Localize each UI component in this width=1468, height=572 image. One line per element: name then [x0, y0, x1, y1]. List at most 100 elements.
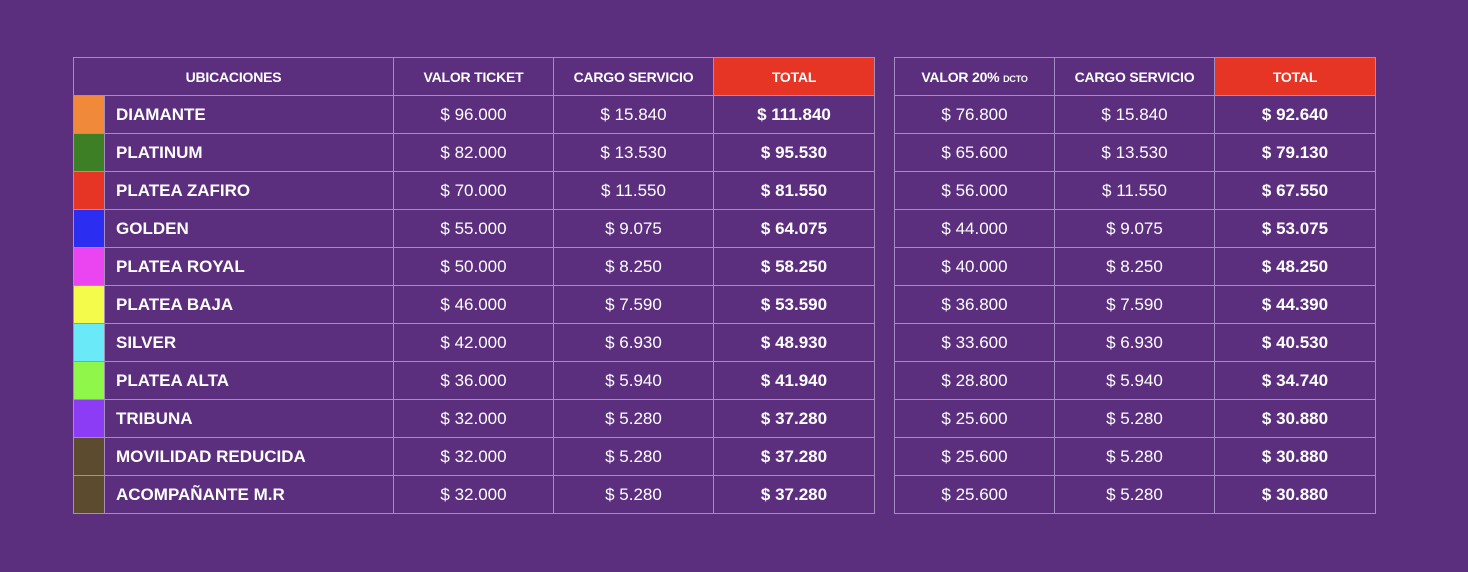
table-row: PLATEA ROYAL $ 50.000 $ 8.250 $ 58.250	[73, 247, 875, 286]
cargo-servicio-cell: $ 13.530	[553, 133, 714, 172]
header-row: UBICACIONES VALOR TICKET CARGO SERVICIO …	[73, 57, 875, 96]
total-cell: $ 111.840	[713, 95, 875, 134]
cargo-servicio-cell: $ 7.590	[553, 285, 714, 324]
cargo-servicio-dcto-cell: $ 15.840	[1054, 95, 1215, 134]
valor-ticket-cell: $ 55.000	[393, 209, 554, 248]
cargo-servicio-cell: $ 5.940	[553, 361, 714, 400]
header-valor-ticket: VALOR TICKET	[393, 57, 554, 96]
cargo-servicio-dcto-cell: $ 5.280	[1054, 437, 1215, 476]
color-swatch	[73, 437, 105, 476]
location-name: GOLDEN	[104, 209, 394, 248]
table-row: $ 44.000 $ 9.075 $ 53.075	[894, 209, 1376, 248]
table-row: $ 36.800 $ 7.590 $ 44.390	[894, 285, 1376, 324]
price-table: UBICACIONES VALOR TICKET CARGO SERVICIO …	[73, 57, 875, 514]
table-row: $ 28.800 $ 5.940 $ 34.740	[894, 361, 1376, 400]
valor-ticket-cell: $ 42.000	[393, 323, 554, 362]
valor-ticket-cell: $ 36.000	[393, 361, 554, 400]
color-swatch	[73, 209, 105, 248]
total-dcto-cell: $ 30.880	[1214, 475, 1376, 514]
valor-ticket-cell: $ 32.000	[393, 399, 554, 438]
cargo-servicio-cell: $ 8.250	[553, 247, 714, 286]
valor-dcto-cell: $ 25.600	[894, 437, 1055, 476]
cargo-servicio-dcto-cell: $ 9.075	[1054, 209, 1215, 248]
total-cell: $ 48.930	[713, 323, 875, 362]
location-name: DIAMANTE	[104, 95, 394, 134]
total-dcto-cell: $ 30.880	[1214, 437, 1376, 476]
total-dcto-cell: $ 30.880	[1214, 399, 1376, 438]
cargo-servicio-dcto-cell: $ 5.280	[1054, 475, 1215, 514]
table-row: PLATEA ALTA $ 36.000 $ 5.940 $ 41.940	[73, 361, 875, 400]
table-row: MOVILIDAD REDUCIDA $ 32.000 $ 5.280 $ 37.28…	[73, 437, 875, 476]
total-cell: $ 81.550	[713, 171, 875, 210]
header-cargo-servicio: CARGO SERVICIO	[553, 57, 714, 96]
total-dcto-cell: $ 34.740	[1214, 361, 1376, 400]
location-name: PLATINUM	[104, 133, 394, 172]
valor-dcto-cell: $ 36.800	[894, 285, 1055, 324]
cargo-servicio-dcto-cell: $ 11.550	[1054, 171, 1215, 210]
header-ubicaciones: UBICACIONES	[73, 57, 394, 96]
location-name: SILVER	[104, 323, 394, 362]
cargo-servicio-cell: $ 5.280	[553, 437, 714, 476]
total-dcto-cell: $ 92.640	[1214, 95, 1376, 134]
valor-dcto-cell: $ 65.600	[894, 133, 1055, 172]
valor-ticket-cell: $ 32.000	[393, 475, 554, 514]
table-row: PLATEA ZAFIRO $ 70.000 $ 11.550 $ 81.550	[73, 171, 875, 210]
header-valor-descuento-label: VALOR 20%	[921, 68, 1000, 85]
table-row: $ 25.600 $ 5.280 $ 30.880	[894, 475, 1376, 514]
valor-ticket-cell: $ 50.000	[393, 247, 554, 286]
location-name: PLATEA ALTA	[104, 361, 394, 400]
cargo-servicio-dcto-cell: $ 13.530	[1054, 133, 1215, 172]
total-cell: $ 53.590	[713, 285, 875, 324]
location-name: MOVILIDAD REDUCIDA	[104, 437, 394, 476]
header-dcto-suffix: DCTO	[1003, 73, 1028, 84]
total-cell: $ 41.940	[713, 361, 875, 400]
table-row: ACOMPAÑANTE M.R $ 32.000 $ 5.280 $ 37.280	[73, 475, 875, 514]
cargo-servicio-dcto-cell: $ 7.590	[1054, 285, 1215, 324]
location-name: PLATEA ZAFIRO	[104, 171, 394, 210]
color-swatch	[73, 399, 105, 438]
color-swatch	[73, 323, 105, 362]
color-swatch	[73, 285, 105, 324]
total-dcto-cell: $ 40.530	[1214, 323, 1376, 362]
total-cell: $ 64.075	[713, 209, 875, 248]
total-cell: $ 58.250	[713, 247, 875, 286]
color-swatch	[73, 95, 105, 134]
table-row: $ 65.600 $ 13.530 $ 79.130	[894, 133, 1376, 172]
valor-dcto-cell: $ 25.600	[894, 475, 1055, 514]
table-row: $ 33.600 $ 6.930 $ 40.530	[894, 323, 1376, 362]
header-valor-descuento: VALOR 20% DCTO	[894, 57, 1055, 96]
discount-table-body: $ 76.800 $ 15.840 $ 92.640 $ 65.600 $ 13.530…	[894, 95, 1376, 514]
valor-dcto-cell: $ 76.800	[894, 95, 1055, 134]
total-dcto-cell: $ 48.250	[1214, 247, 1376, 286]
color-swatch	[73, 475, 105, 514]
location-name: PLATEA BAJA	[104, 285, 394, 324]
valor-dcto-cell: $ 33.600	[894, 323, 1055, 362]
cargo-servicio-dcto-cell: $ 5.280	[1054, 399, 1215, 438]
table-row: SILVER $ 42.000 $ 6.930 $ 48.930	[73, 323, 875, 362]
table-row: TRIBUNA $ 32.000 $ 5.280 $ 37.280	[73, 399, 875, 438]
total-cell: $ 37.280	[713, 475, 875, 514]
table-row: GOLDEN $ 55.000 $ 9.075 $ 64.075	[73, 209, 875, 248]
valor-dcto-cell: $ 44.000	[894, 209, 1055, 248]
valor-ticket-cell: $ 32.000	[393, 437, 554, 476]
table-row: $ 56.000 $ 11.550 $ 67.550	[894, 171, 1376, 210]
header-cargo-servicio-dcto: CARGO SERVICIO	[1054, 57, 1215, 96]
discount-header-row: VALOR 20% DCTO CARGO SERVICIO TOTAL	[894, 57, 1376, 96]
cargo-servicio-cell: $ 6.930	[553, 323, 714, 362]
cargo-servicio-cell: $ 15.840	[553, 95, 714, 134]
total-cell: $ 37.280	[713, 399, 875, 438]
header-total: TOTAL	[713, 57, 875, 96]
total-cell: $ 95.530	[713, 133, 875, 172]
location-name: PLATEA ROYAL	[104, 247, 394, 286]
valor-dcto-cell: $ 28.800	[894, 361, 1055, 400]
table-row: $ 76.800 $ 15.840 $ 92.640	[894, 95, 1376, 134]
total-dcto-cell: $ 53.075	[1214, 209, 1376, 248]
valor-ticket-cell: $ 70.000	[393, 171, 554, 210]
total-dcto-cell: $ 67.550	[1214, 171, 1376, 210]
cargo-servicio-cell: $ 9.075	[553, 209, 714, 248]
table-row: PLATEA BAJA $ 46.000 $ 7.590 $ 53.590	[73, 285, 875, 324]
total-dcto-cell: $ 79.130	[1214, 133, 1376, 172]
valor-dcto-cell: $ 25.600	[894, 399, 1055, 438]
table-row: $ 25.600 $ 5.280 $ 30.880	[894, 399, 1376, 438]
cargo-servicio-cell: $ 11.550	[553, 171, 714, 210]
